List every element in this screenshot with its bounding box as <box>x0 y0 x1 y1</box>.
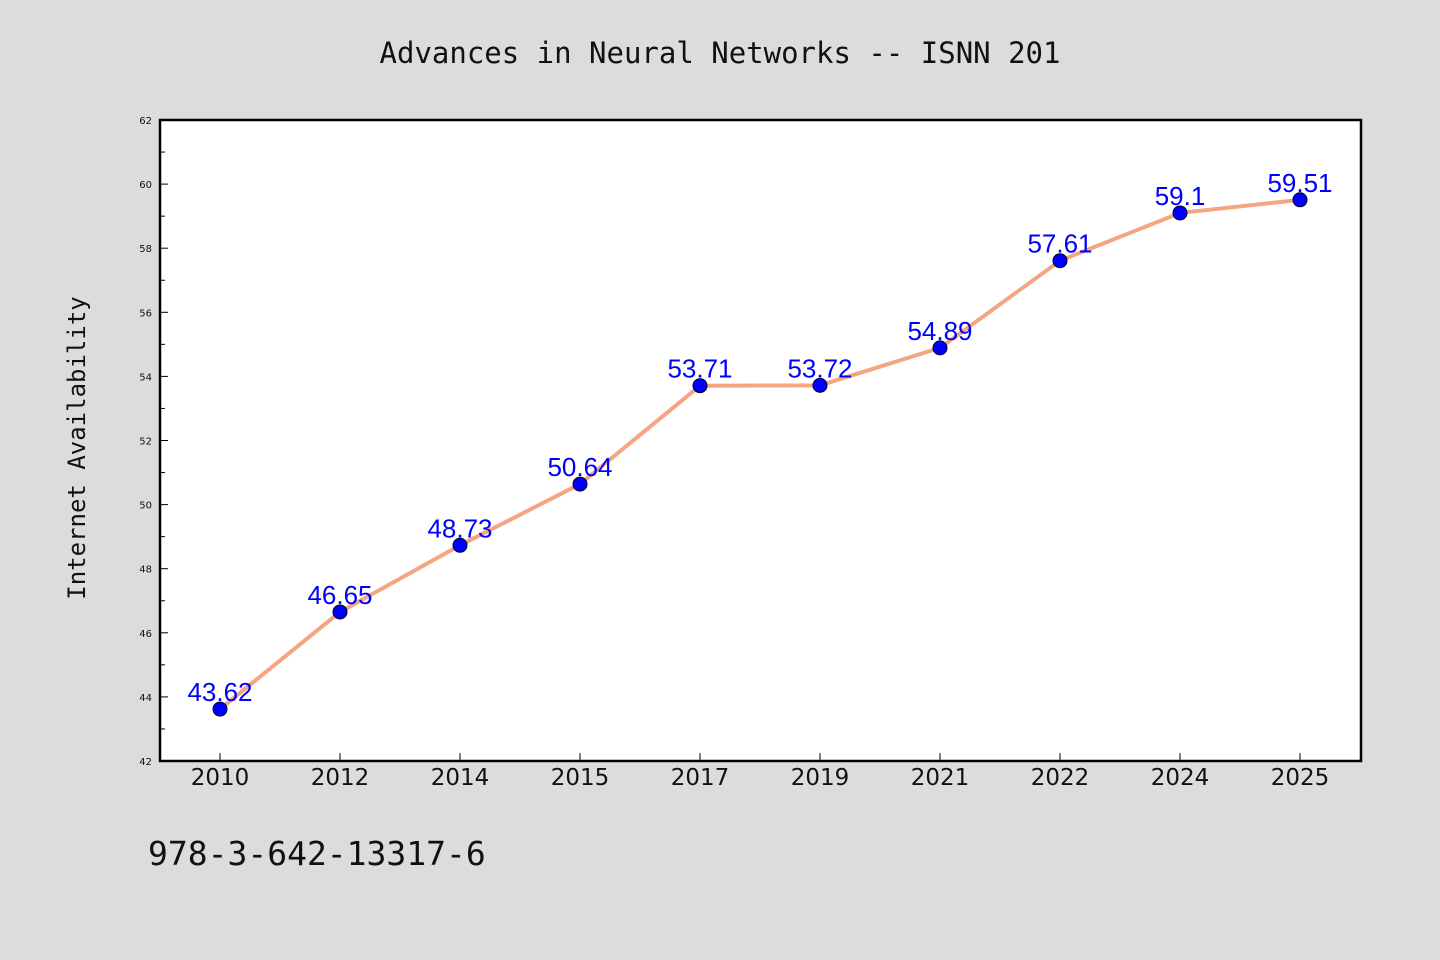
data-label: 57.61 <box>1027 229 1092 259</box>
data-point <box>572 476 588 492</box>
y-tick-label: 46 <box>139 629 152 640</box>
y-tick-label: 58 <box>139 244 152 255</box>
y-tick-label: 62 <box>139 116 152 127</box>
data-label: 59.51 <box>1267 168 1332 198</box>
x-tick-label: 2025 <box>1271 765 1330 791</box>
data-point <box>1172 205 1188 221</box>
y-tick-label: 48 <box>139 565 152 576</box>
data-label: 48.73 <box>427 513 492 543</box>
data-point <box>692 378 708 394</box>
y-tick-label: 52 <box>139 437 152 448</box>
data-point <box>1292 192 1308 208</box>
y-tick-label: 54 <box>139 372 152 383</box>
x-tick-label: 2012 <box>311 765 370 791</box>
x-tick-label: 2024 <box>1151 765 1210 791</box>
y-tick-label: 60 <box>139 180 152 191</box>
data-label: 54.89 <box>907 316 972 346</box>
data-point <box>452 537 468 553</box>
data-label: 43.62 <box>187 677 252 707</box>
data-point <box>1052 253 1068 269</box>
data-point <box>212 701 228 717</box>
data-label: 53.72 <box>787 353 852 383</box>
y-tick-label: 44 <box>139 693 152 704</box>
data-label: 46.65 <box>307 580 372 610</box>
data-point <box>932 340 948 356</box>
data-label: 50.64 <box>547 452 612 482</box>
x-tick-label: 2014 <box>431 765 490 791</box>
series-layer: 43.62 46.65 48.73 50.64 53.71 53.72 54.89 57.61… <box>187 168 1333 717</box>
chart-title: Advances in Neural Networks -- ISNN 201 <box>380 36 1061 70</box>
x-tick-label: 2015 <box>551 765 610 791</box>
y-tick-label: 50 <box>139 501 152 512</box>
data-label: 59.1 <box>1155 181 1206 211</box>
y-tick-label: 56 <box>139 308 152 319</box>
data-label: 53.71 <box>667 354 732 384</box>
x-tick-label: 2019 <box>791 765 850 791</box>
y-tick-label: 42 <box>139 757 152 768</box>
data-point <box>812 377 828 393</box>
footer-isbn: 978-3-642-13317-6 <box>148 834 486 873</box>
data-point <box>332 604 348 620</box>
x-tick-label: 2010 <box>191 765 250 791</box>
x-axis: 2010 2012 2014 2015 2017 2019 2021 2022 2024 2025 <box>191 753 1330 791</box>
y-axis: 42 44 46 48 50 52 54 56 58 60 62 <box>139 116 168 768</box>
series-line <box>218 197 1301 711</box>
x-tick-label: 2017 <box>671 765 730 791</box>
plot-area <box>158 118 1363 763</box>
x-tick-label: 2021 <box>911 765 970 791</box>
x-tick-label: 2022 <box>1031 765 1090 791</box>
y-axis-label: Internet Availability <box>63 296 91 599</box>
